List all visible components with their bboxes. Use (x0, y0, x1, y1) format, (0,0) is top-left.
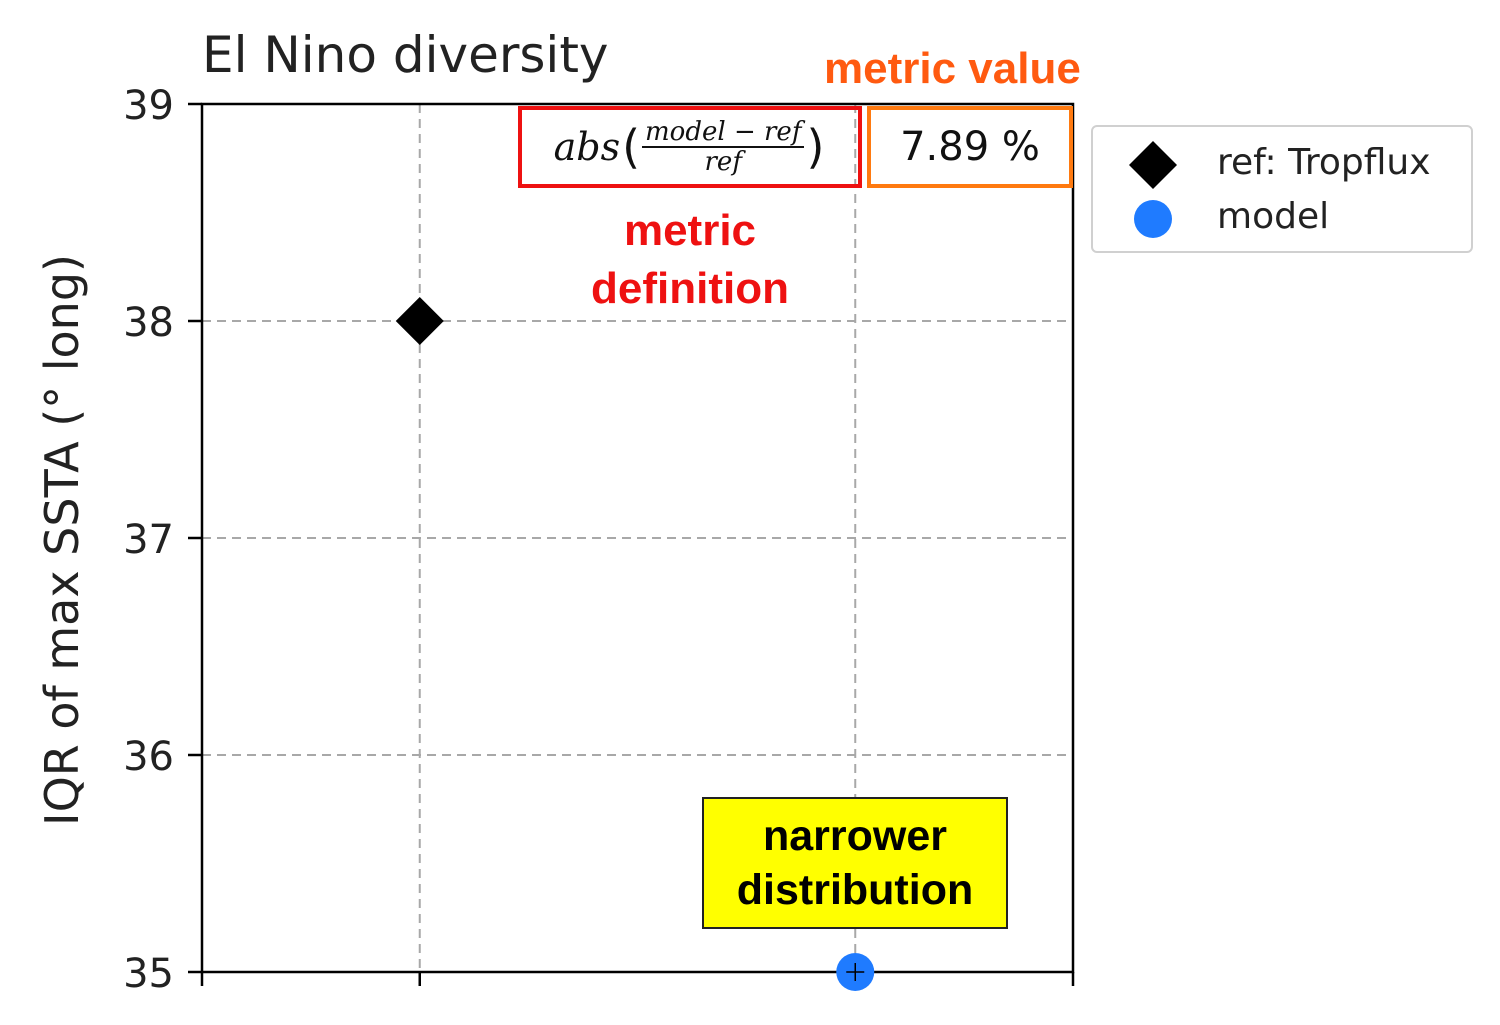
formula-close-paren: ) (806, 120, 825, 174)
formula-denominator: ref (704, 147, 742, 177)
metric-value-box: 7.89 % (867, 106, 1073, 188)
y-tick-label: 38 (123, 300, 174, 346)
y-axis-label: IQR of max SSTA (° long) (35, 254, 89, 826)
metric-value: 7.89 % (900, 124, 1040, 170)
y-tick-label: 39 (123, 83, 174, 129)
note-line-2: distribution (736, 866, 974, 914)
legend-item-model: model (1093, 189, 1471, 249)
note-text: narrower distribution (737, 809, 973, 917)
metric-formula-box: abs ( model − ref ref ) (518, 106, 862, 188)
y-tick-label: 36 (123, 734, 174, 780)
x-ticks (200, 972, 1075, 986)
chart-title: El Nino diversity (202, 26, 609, 84)
metric-definition-line-2: definition (591, 264, 789, 313)
note-box: narrower distribution (702, 797, 1008, 929)
metric-value-label: metric value (824, 44, 1081, 93)
legend-item-ref: ref: Tropflux (1093, 131, 1471, 191)
formula-fn: abs (553, 125, 621, 169)
formula-numerator: model − ref (642, 118, 805, 148)
formula-fraction: model − ref ref (642, 118, 805, 177)
metric-definition-line-1: metric (623, 206, 757, 255)
metric-definition-label: metric definition (560, 202, 820, 318)
legend-label-ref: ref: Tropflux (1217, 142, 1431, 183)
legend: ref: Tropflux model (1091, 125, 1473, 253)
y-ticks: 35 36 37 38 39 (123, 83, 202, 997)
diamond-icon (1129, 141, 1177, 189)
data-points (395, 297, 875, 991)
circle-icon (1134, 200, 1172, 238)
legend-label-model: model (1217, 196, 1330, 237)
metric-formula: abs ( model − ref ref ) (522, 110, 858, 184)
y-tick-label: 37 (123, 517, 174, 563)
note-line-1: narrower (762, 812, 947, 860)
formula-open-paren: ( (622, 120, 641, 174)
y-tick-label: 35 (123, 951, 174, 997)
